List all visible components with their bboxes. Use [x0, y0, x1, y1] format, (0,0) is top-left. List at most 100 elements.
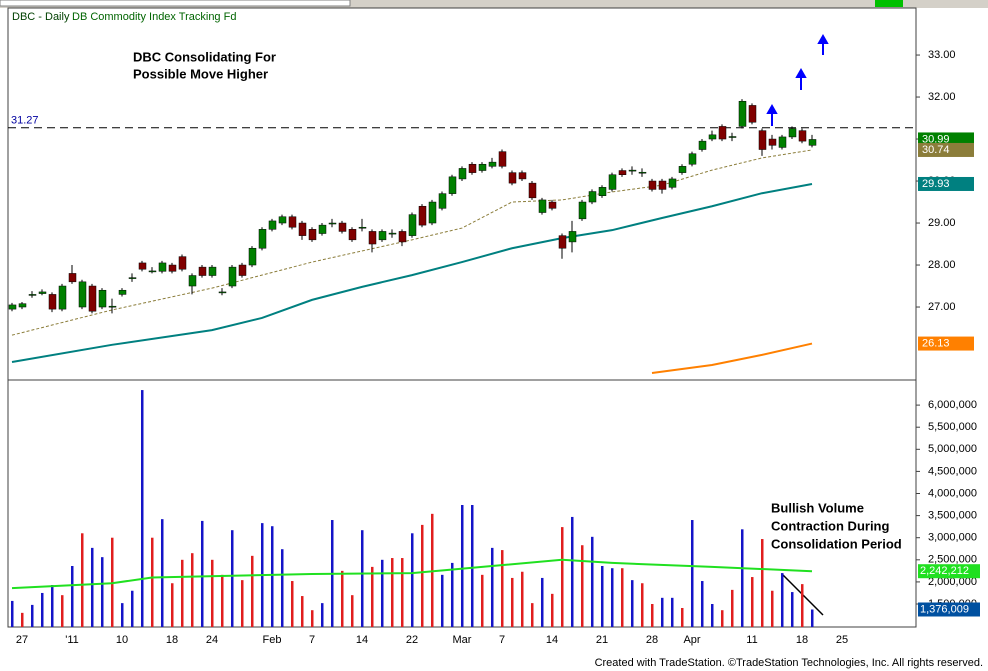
volume-bar — [51, 585, 54, 627]
volume-bar — [751, 577, 754, 627]
candle-body — [758, 130, 767, 150]
arrows — [766, 33, 829, 126]
volume-bar — [371, 566, 374, 627]
candle-body — [188, 275, 197, 287]
volume-bar — [221, 574, 224, 627]
candle-body — [588, 191, 597, 203]
candle-body — [628, 169, 637, 172]
x-tick-label: Feb — [263, 634, 282, 646]
candle-body — [278, 216, 287, 224]
annotation: DBC Consolidating For — [133, 49, 276, 64]
candle-body — [148, 270, 157, 273]
annotation: Bullish Volume — [771, 500, 864, 515]
volume-bar — [201, 520, 204, 627]
average-label: 26.13 — [922, 337, 950, 349]
volume-bar — [701, 581, 704, 627]
volume-bar — [271, 526, 274, 627]
candle-body — [508, 172, 517, 184]
volume-bar — [401, 558, 404, 627]
candle-body — [108, 305, 117, 308]
candle-body — [218, 291, 227, 294]
candle-body — [768, 138, 777, 146]
y-tick-label: 2,500,000 — [928, 554, 977, 566]
volume-bar — [311, 610, 314, 627]
volume-bar — [381, 559, 384, 627]
volume-bar — [481, 574, 484, 627]
candle-body — [798, 130, 807, 142]
volume-average — [11, 558, 813, 590]
candle-body — [118, 289, 127, 295]
volume-bar — [671, 597, 674, 627]
volume-bar — [631, 580, 634, 627]
candle-body — [338, 222, 347, 232]
volume-bar — [211, 559, 214, 627]
volume-bar — [761, 539, 764, 627]
volume-bar — [191, 553, 194, 627]
candle-body — [58, 285, 67, 310]
candle-body — [28, 294, 37, 296]
volume-bar — [601, 566, 604, 627]
footer: Created with TradeStation. ©TradeStation… — [595, 657, 983, 669]
volume-bar — [281, 549, 284, 627]
volume-bar — [181, 559, 184, 627]
volume-bar — [541, 577, 544, 627]
volume-bar — [151, 537, 154, 627]
candle-body — [358, 226, 367, 229]
y-tick-label: 33.00 — [928, 49, 956, 61]
candle-body — [198, 266, 207, 276]
volume-average-box — [918, 564, 980, 579]
volume-bar — [81, 533, 84, 627]
y-tick-label: 3,000,000 — [928, 532, 977, 544]
candle-body — [378, 231, 387, 241]
candle-body — [38, 291, 47, 294]
y-tick-label: 27.00 — [928, 301, 956, 313]
volume-bar — [781, 573, 784, 627]
volume-bar — [231, 530, 234, 627]
y-tick-label: 2,000,000 — [928, 576, 977, 588]
top-tab — [0, 0, 351, 7]
volume-bar — [241, 580, 244, 627]
candle-body — [718, 126, 727, 140]
candle-body — [518, 172, 527, 180]
candle-body — [98, 289, 107, 308]
x-tick-label: '11 — [65, 634, 79, 646]
volume-bar — [491, 547, 494, 627]
volume-bar — [591, 536, 594, 627]
candle-body — [158, 262, 167, 272]
candle-body — [368, 231, 377, 245]
x-tick-label: 22 — [406, 634, 418, 646]
volume-bar — [531, 603, 534, 627]
volume-bar — [391, 558, 394, 627]
volume-bar — [351, 595, 354, 627]
candle-body — [48, 294, 57, 310]
candle-body — [138, 262, 147, 270]
average-label: 29.93 — [922, 178, 950, 190]
candle-body — [648, 180, 657, 190]
average-label: 30.74 — [922, 144, 950, 156]
candle-body — [638, 171, 647, 174]
volume-bar — [581, 545, 584, 627]
volume-bar — [651, 604, 654, 627]
candle-body — [548, 201, 557, 209]
candle-body — [418, 205, 427, 226]
x-tick-label: Mar — [453, 634, 472, 646]
candle-body — [728, 136, 737, 138]
volume-bar — [421, 524, 424, 627]
y-tick-label: 4,500,000 — [928, 465, 977, 477]
x-tick-label: 28 — [646, 634, 658, 646]
x-tick-label: 27 — [16, 634, 28, 646]
x-tick-label: 24 — [206, 634, 218, 646]
candle-body — [468, 163, 477, 173]
candle-body — [658, 180, 667, 190]
candle-body — [608, 174, 617, 190]
top-bar — [0, 0, 988, 8]
volume-bar — [251, 555, 254, 627]
volume-average-label: 2,242,212 — [920, 565, 969, 577]
y-tick-label: 3,500,000 — [928, 510, 977, 522]
candle-body — [568, 231, 577, 243]
volume-bar — [61, 595, 64, 627]
volume-bar — [461, 505, 464, 627]
volume-bar — [641, 583, 644, 627]
volume-bar — [341, 570, 344, 627]
